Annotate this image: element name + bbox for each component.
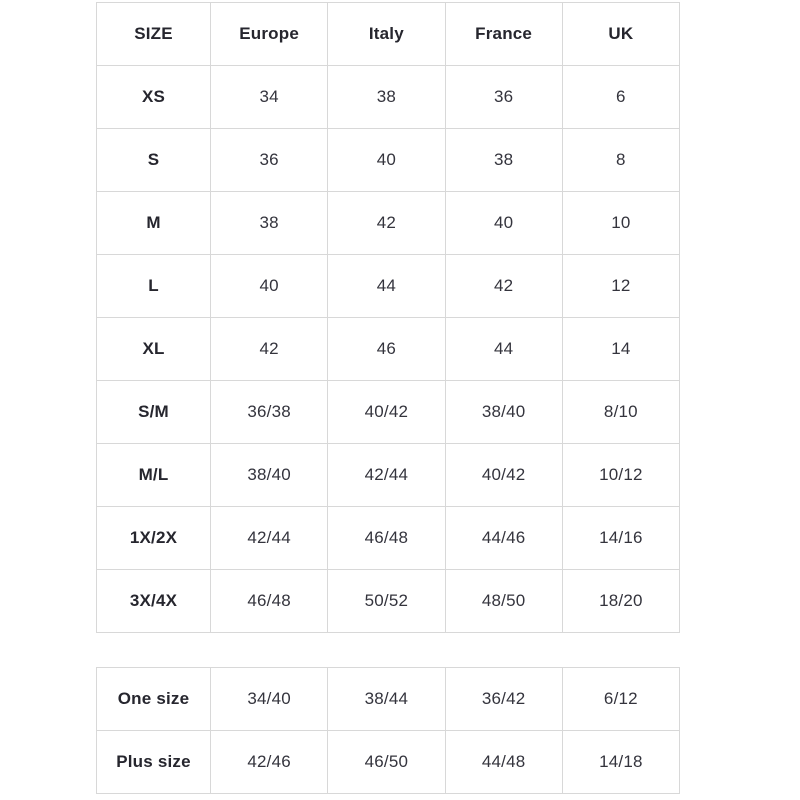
table-cell: 50/52 <box>327 569 446 633</box>
table-row-m: M 38 42 40 10 <box>96 191 681 255</box>
row-label: One size <box>96 667 211 731</box>
table-cell: 10/12 <box>561 443 681 507</box>
table-cell: 38 <box>327 65 446 129</box>
table-gap <box>96 633 680 667</box>
table-cell: 34 <box>209 65 329 129</box>
table-cell: 40/42 <box>327 380 446 444</box>
table-cell: 38/40 <box>444 380 563 444</box>
column-header-europe: Europe <box>209 2 329 66</box>
column-header-france: France <box>444 2 563 66</box>
table-cell: 10 <box>561 191 681 255</box>
table-cell: 38/44 <box>327 667 446 731</box>
row-label: 1X/2X <box>96 506 211 570</box>
table-cell: 44/46 <box>444 506 563 570</box>
table-row-m-l: M/L 38/40 42/44 40/42 10/12 <box>96 443 681 507</box>
table-cell: 42/46 <box>209 730 329 794</box>
table-cell: 14/16 <box>561 506 681 570</box>
row-label: XS <box>96 65 211 129</box>
table-cell: 36/38 <box>209 380 329 444</box>
row-label: S <box>96 128 211 192</box>
table-cell: 36 <box>444 65 563 129</box>
table-cell: 42/44 <box>327 443 446 507</box>
table-row-plus-size: Plus size 42/46 46/50 44/48 14/18 <box>96 730 681 794</box>
table-cell: 36 <box>209 128 329 192</box>
table-cell: 12 <box>561 254 681 318</box>
table-cell: 42 <box>209 317 329 381</box>
table-cell: 40 <box>327 128 446 192</box>
table-cell: 44 <box>444 317 563 381</box>
table-cell: 42 <box>444 254 563 318</box>
table-cell: 14/18 <box>561 730 681 794</box>
row-label: M <box>96 191 211 255</box>
table-cell: 34/40 <box>209 667 329 731</box>
table-cell: 14 <box>561 317 681 381</box>
row-label: S/M <box>96 380 211 444</box>
row-label: L <box>96 254 211 318</box>
table-cell: 40 <box>444 191 563 255</box>
table-cell: 42 <box>327 191 446 255</box>
table-cell: 48/50 <box>444 569 563 633</box>
table-row-xl: XL 42 46 44 14 <box>96 317 681 381</box>
table-cell: 38 <box>209 191 329 255</box>
table-cell: 6 <box>561 65 681 129</box>
column-header-size: SIZE <box>96 2 211 66</box>
one-size-plus-size-table: One size 34/40 38/44 36/42 6/12 Plus siz… <box>96 667 681 794</box>
table-cell: 44 <box>327 254 446 318</box>
column-header-italy: Italy <box>327 2 446 66</box>
table-row-s-m: S/M 36/38 40/42 38/40 8/10 <box>96 380 681 444</box>
table-cell: 40/42 <box>444 443 563 507</box>
table-cell: 46/50 <box>327 730 446 794</box>
table-row-xs: XS 34 38 36 6 <box>96 65 681 129</box>
table-cell: 40 <box>209 254 329 318</box>
row-label: M/L <box>96 443 211 507</box>
table-cell: 6/12 <box>561 667 681 731</box>
table-cell: 46 <box>327 317 446 381</box>
table-cell: 44/48 <box>444 730 563 794</box>
table-row-1x-2x: 1X/2X 42/44 46/48 44/46 14/16 <box>96 506 681 570</box>
table-cell: 8 <box>561 128 681 192</box>
table-row-s: S 36 40 38 8 <box>96 128 681 192</box>
table-cell: 38/40 <box>209 443 329 507</box>
table-row-3x-4x: 3X/4X 46/48 50/52 48/50 18/20 <box>96 569 681 633</box>
size-conversion-table: SIZE Europe Italy France UK XS 34 38 36 … <box>96 2 681 633</box>
table-row-one-size: One size 34/40 38/44 36/42 6/12 <box>96 667 681 731</box>
row-label: 3X/4X <box>96 569 211 633</box>
column-header-uk: UK <box>561 2 681 66</box>
table-cell: 36/42 <box>444 667 563 731</box>
table-cell: 8/10 <box>561 380 681 444</box>
table-cell: 46/48 <box>209 569 329 633</box>
table-cell: 18/20 <box>561 569 681 633</box>
row-label: Plus size <box>96 730 211 794</box>
table-cell: 46/48 <box>327 506 446 570</box>
table-row-l: L 40 44 42 12 <box>96 254 681 318</box>
table-header-row: SIZE Europe Italy France UK <box>96 2 681 66</box>
row-label: XL <box>96 317 211 381</box>
table-cell: 42/44 <box>209 506 329 570</box>
table-cell: 38 <box>444 128 563 192</box>
size-guide-content: SIZE Europe Italy France UK XS 34 38 36 … <box>96 2 681 794</box>
